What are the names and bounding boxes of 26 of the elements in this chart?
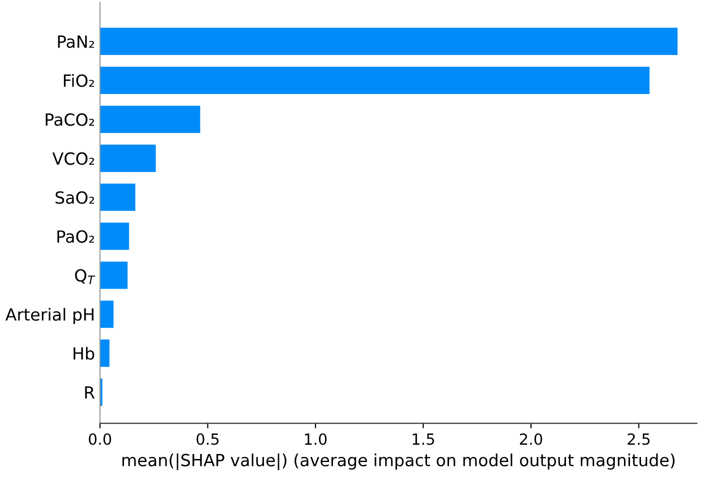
- y-tick-label: R: [85, 386, 95, 399]
- y-tick-label: SaO₂: [56, 191, 94, 204]
- bar: [100, 222, 130, 250]
- x-tick-label: 0.0: [88, 433, 112, 445]
- x-tick-label: 0.5: [196, 433, 219, 445]
- x-tick-label: 2.5: [628, 433, 650, 445]
- y-tick-label: PaCO₂: [46, 113, 94, 126]
- x-tick-label: 2.0: [520, 433, 542, 445]
- y-tick-label: Q$_{T}$: [75, 269, 96, 284]
- x-axis-title: mean(|SHAP value|) (average impact on model output magnitude): [122, 453, 675, 470]
- y-tick-label: PaN₂: [58, 36, 94, 48]
- bar: [100, 28, 678, 56]
- bar: [100, 262, 128, 289]
- y-tick-label: Hb: [74, 346, 94, 360]
- bar: [100, 300, 114, 328]
- y-tick-label: FiO₂: [64, 74, 94, 87]
- bar: [100, 106, 200, 133]
- y-tick-label: VCO₂: [52, 152, 94, 165]
- x-tick-label: 1.0: [305, 433, 327, 445]
- x-tick-label: 1.5: [412, 434, 434, 445]
- y-tick-label: PaO₂: [57, 230, 94, 243]
- bar: [100, 144, 156, 172]
- y-tick-label: Arterial pH: [5, 308, 94, 324]
- bar: [100, 184, 136, 211]
- bar: [100, 340, 110, 367]
- bar: [100, 66, 650, 94]
